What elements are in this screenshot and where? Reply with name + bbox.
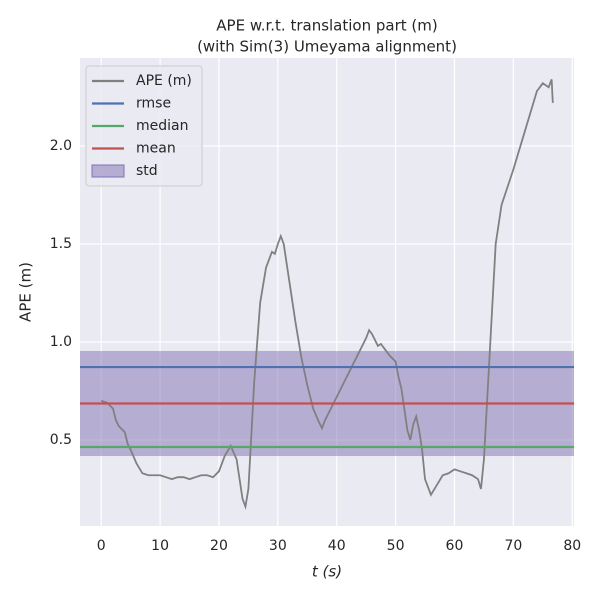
chart-subtitle: (with Sim(3) Umeyama alignment): [197, 38, 457, 56]
marks: [80, 79, 574, 511]
y-tick-label: 0.5: [50, 432, 72, 448]
x-tick-label: 10: [151, 538, 169, 554]
ape-line: [100, 79, 554, 511]
y-axis-label: APE (m): [17, 262, 35, 322]
x-tick-label: 50: [387, 538, 405, 554]
legend-swatch: [91, 164, 125, 178]
x-tick-label: 70: [504, 538, 522, 554]
x-tick-label: 30: [269, 538, 287, 554]
x-tick-label: 60: [446, 538, 464, 554]
legend-label: rmse: [136, 96, 171, 112]
legend-box: [85, 65, 203, 187]
x-tick-label: 0: [97, 538, 106, 554]
legend-label: std: [136, 163, 158, 179]
y-tick-label: 2.0: [50, 138, 72, 154]
y-tick-label: 1.5: [50, 236, 72, 252]
x-tick-label: 80: [563, 538, 581, 554]
chart-title: APE w.r.t. translation part (m): [216, 17, 437, 35]
y-tick-label: 1.0: [50, 334, 72, 350]
legend: APE (m) rmse median mean std: [85, 65, 203, 187]
x-axis-label: t (s): [312, 563, 342, 581]
x-tick-label: 40: [328, 538, 346, 554]
legend-label: median: [136, 118, 188, 134]
x-tick-label: 20: [210, 538, 228, 554]
legend-label: mean: [136, 141, 176, 157]
legend-label: APE (m): [136, 73, 192, 89]
